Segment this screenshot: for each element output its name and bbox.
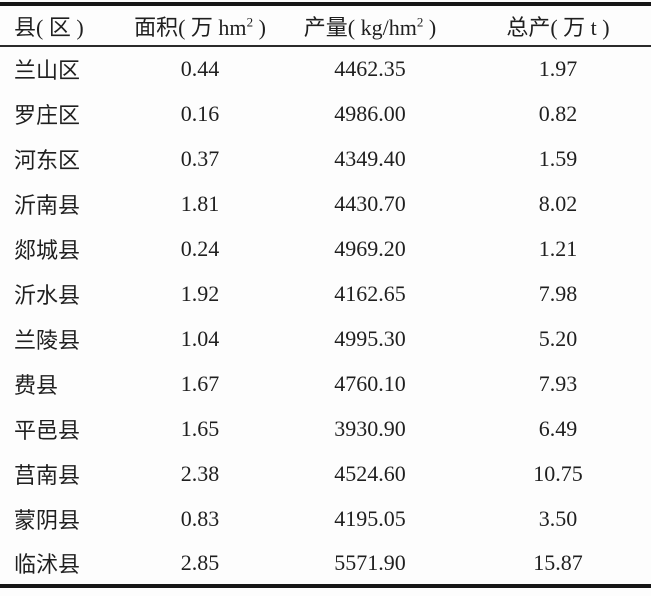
cell-area: 0.44 xyxy=(180,56,220,81)
table-row: 河东区 0.37 4349.40 1.59 xyxy=(0,136,651,181)
cell-area: 0.16 xyxy=(180,100,220,126)
cell-total: 10.75 xyxy=(533,460,583,486)
cell-area: 0.24 xyxy=(180,235,220,261)
cell-county: 沂南县 xyxy=(14,192,81,218)
table-row: 郯城县 0.24 4969.20 1.21 xyxy=(0,226,651,271)
cell-county: 临沭县 xyxy=(14,551,81,577)
cell-total: 5.20 xyxy=(538,325,578,351)
cell-yield: 4986.00 xyxy=(334,100,406,126)
cell-yield: 4995.30 xyxy=(334,325,406,351)
cell-yield: 3930.90 xyxy=(334,415,406,441)
cell-total: 3.50 xyxy=(538,505,578,531)
cell-yield: 4969.20 xyxy=(334,235,406,261)
cell-area: 1.65 xyxy=(180,415,220,441)
header-area: 面积( 万 hm2 ) xyxy=(125,4,275,46)
cell-yield: 4195.05 xyxy=(334,505,406,531)
table-row: 兰陵县 1.04 4995.30 5.20 xyxy=(0,316,651,361)
cell-yield: 4430.70 xyxy=(334,190,406,216)
cell-area: 1.04 xyxy=(180,325,220,351)
header-county: 县( 区 ) xyxy=(0,4,125,46)
cell-total: 0.82 xyxy=(538,100,578,126)
cell-yield: 5571.90 xyxy=(334,549,406,575)
header-yield-label: 产量( kg/hm xyxy=(303,14,417,40)
cell-total: 7.98 xyxy=(538,280,578,306)
table-body: 兰山区 0.44 4462.35 1.97 罗庄区 0.16 4986.00 0… xyxy=(0,46,651,586)
table-row: 罗庄区 0.16 4986.00 0.82 xyxy=(0,91,651,136)
table-row: 沂南县 1.81 4430.70 8.02 xyxy=(0,181,651,226)
table-row: 费县 1.67 4760.10 7.93 xyxy=(0,361,651,406)
cell-total: 1.59 xyxy=(538,145,578,171)
header-total-label: 总产( 万 t ) xyxy=(506,14,610,40)
cell-yield: 4760.10 xyxy=(334,370,406,396)
header-area-sup: 2 xyxy=(246,14,254,30)
cell-total: 6.49 xyxy=(538,415,578,441)
table-row: 兰山区 0.44 4462.35 1.97 xyxy=(0,46,651,91)
cell-yield: 4462.35 xyxy=(334,56,406,81)
header-row: 县( 区 ) 面积( 万 hm2 ) 产量( kg/hm2 ) 总产( 万 t … xyxy=(0,4,651,46)
table-row: 沂水县 1.92 4162.65 7.98 xyxy=(0,271,651,316)
cell-county: 平邑县 xyxy=(14,417,81,443)
cell-area: 1.92 xyxy=(180,280,220,306)
cell-county: 沂水县 xyxy=(14,282,81,308)
cell-county: 郯城县 xyxy=(14,237,81,263)
cell-county: 罗庄区 xyxy=(14,102,81,128)
cell-area: 1.81 xyxy=(180,190,220,216)
cell-county: 兰山区 xyxy=(14,58,81,83)
cell-county: 兰陵县 xyxy=(14,327,81,353)
header-area-end: ) xyxy=(253,14,266,40)
table-row: 蒙阴县 0.83 4195.05 3.50 xyxy=(0,496,651,541)
cell-total: 7.93 xyxy=(538,370,578,396)
cell-area: 2.38 xyxy=(180,460,220,486)
table-row: 莒南县 2.38 4524.60 10.75 xyxy=(0,451,651,496)
cell-yield: 4524.60 xyxy=(334,460,406,486)
header-total: 总产( 万 t ) xyxy=(465,4,651,46)
header-area-label: 面积( 万 hm xyxy=(134,14,247,40)
cell-county: 蒙阴县 xyxy=(14,507,81,533)
table-row: 临沭县 2.85 5571.90 15.87 xyxy=(0,541,651,586)
cell-yield: 4349.40 xyxy=(334,145,406,171)
cell-county: 莒南县 xyxy=(14,462,81,488)
cell-area: 0.83 xyxy=(180,505,220,531)
table-row: 平邑县 1.65 3930.90 6.49 xyxy=(0,406,651,451)
cell-total: 15.87 xyxy=(533,549,583,575)
header-yield-end: ) xyxy=(423,14,437,40)
cell-county: 费县 xyxy=(14,372,59,398)
cell-total: 1.97 xyxy=(538,56,578,81)
cell-area: 0.37 xyxy=(180,145,220,171)
header-yield: 产量( kg/hm2 ) xyxy=(275,4,465,46)
cell-county: 河东区 xyxy=(14,147,81,173)
cell-total: 1.21 xyxy=(538,235,578,261)
header-county-label: 县( 区 ) xyxy=(14,14,84,40)
cell-area: 2.85 xyxy=(180,549,220,575)
cell-area: 1.67 xyxy=(180,370,220,396)
cell-yield: 4162.65 xyxy=(334,280,406,306)
header-yield-sup: 2 xyxy=(416,14,424,30)
cell-total: 8.02 xyxy=(538,190,578,216)
